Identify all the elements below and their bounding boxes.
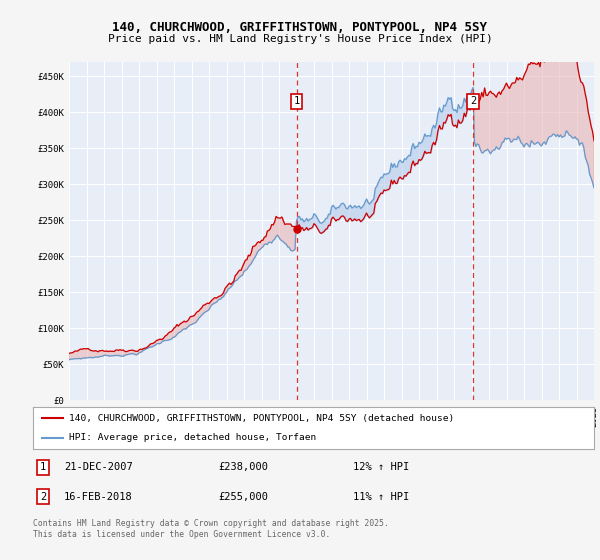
- Text: 2: 2: [40, 492, 46, 502]
- Text: HPI: Average price, detached house, Torfaen: HPI: Average price, detached house, Torf…: [70, 433, 317, 442]
- Text: 140, CHURCHWOOD, GRIFFITHSTOWN, PONTYPOOL, NP4 5SY: 140, CHURCHWOOD, GRIFFITHSTOWN, PONTYPOO…: [113, 21, 487, 34]
- Text: £238,000: £238,000: [218, 462, 268, 472]
- Text: £255,000: £255,000: [218, 492, 268, 502]
- Text: 140, CHURCHWOOD, GRIFFITHSTOWN, PONTYPOOL, NP4 5SY (detached house): 140, CHURCHWOOD, GRIFFITHSTOWN, PONTYPOO…: [70, 413, 455, 423]
- Text: 21-DEC-2007: 21-DEC-2007: [64, 462, 133, 472]
- Text: 1: 1: [40, 462, 46, 472]
- Text: 12% ↑ HPI: 12% ↑ HPI: [353, 462, 409, 472]
- Text: 1: 1: [293, 96, 299, 106]
- Text: Price paid vs. HM Land Registry's House Price Index (HPI): Price paid vs. HM Land Registry's House …: [107, 34, 493, 44]
- Text: Contains HM Land Registry data © Crown copyright and database right 2025.
This d: Contains HM Land Registry data © Crown c…: [33, 519, 389, 539]
- Text: 2: 2: [470, 96, 476, 106]
- Text: 16-FEB-2018: 16-FEB-2018: [64, 492, 133, 502]
- Text: 11% ↑ HPI: 11% ↑ HPI: [353, 492, 409, 502]
